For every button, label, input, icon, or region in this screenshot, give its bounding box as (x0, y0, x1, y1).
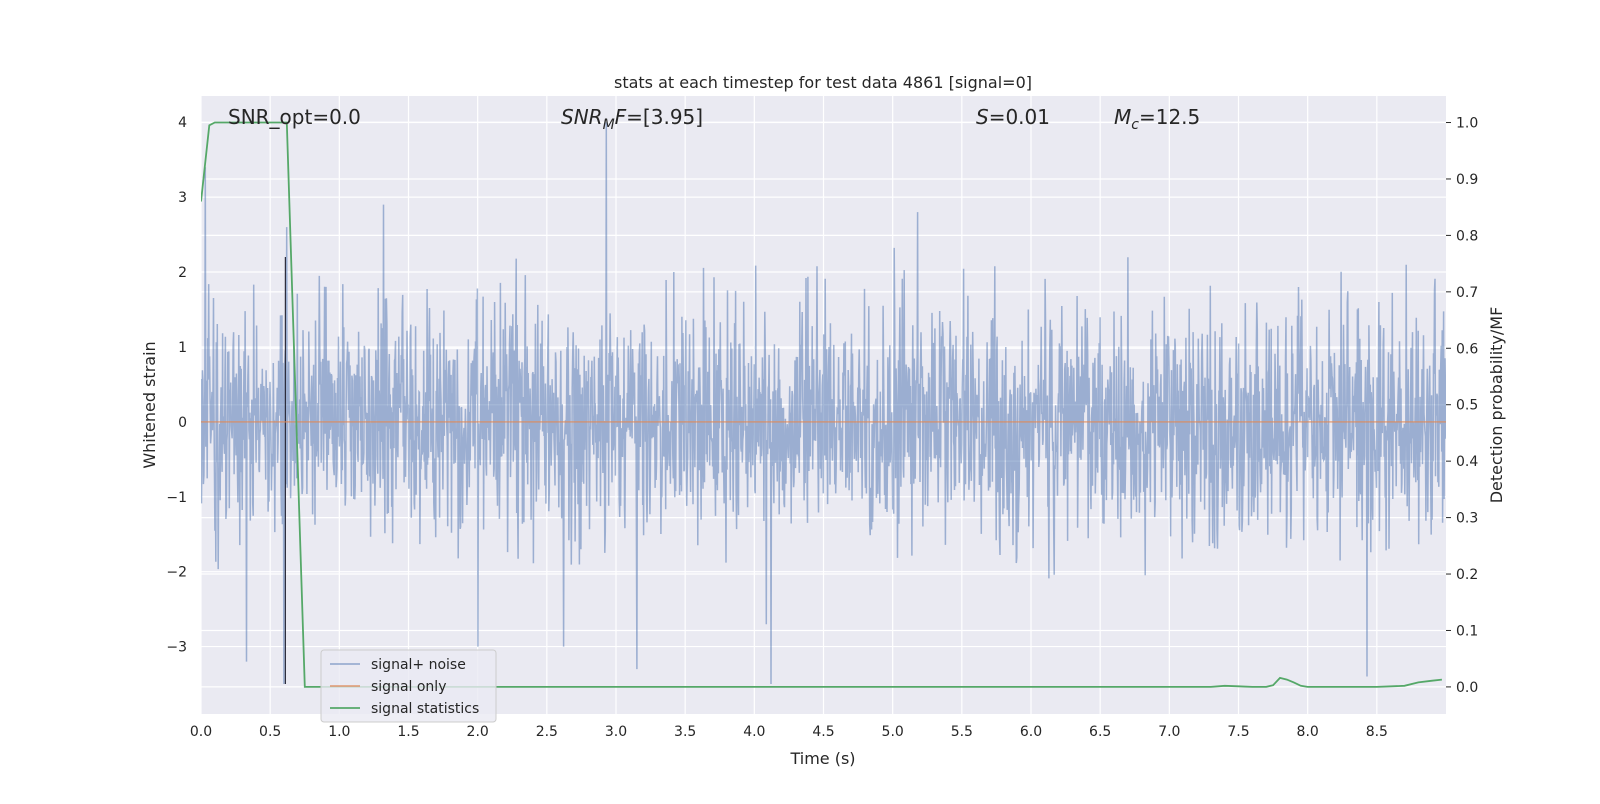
chart-title: stats at each timestep for test data 486… (614, 73, 1032, 92)
y2-axis-ticks: 1.0 0.9 0.8 0.7 0.6 0.5 0.4 0.3 0.2 0.1 0.0 (1446, 116, 1478, 696)
legend-label-signal-noise: signal+ noise (371, 657, 466, 673)
annotation-mc-symbol: M (1114, 105, 1131, 129)
y-axis-ticks: 4 3 2 1 0 −1 −2 −3 (166, 115, 187, 655)
y2-tick-label: 0.5 (1456, 398, 1478, 414)
y-axis-label: Whitened strain (140, 341, 159, 468)
annotation-snr-opt: SNR_opt=0.0 (228, 105, 361, 129)
y-tick-label: −1 (166, 490, 187, 506)
annotation-mc: Mc=12.5 (1114, 105, 1200, 133)
x-tick-label: 2.5 (536, 724, 558, 740)
x-tick-label: 0.0 (190, 724, 212, 740)
x-axis-label: Time (s) (789, 749, 855, 768)
noise-series (201, 122, 1446, 685)
legend: signal+ noise signal only signal statist… (320, 649, 497, 723)
x-tick-label: 8.5 (1366, 724, 1388, 740)
x-tick-label: 3.5 (674, 724, 696, 740)
y2-tick-label: 0.1 (1456, 623, 1478, 639)
x-tick-label: 3.0 (605, 724, 627, 740)
y2-tick-label: 0.4 (1456, 454, 1478, 470)
y2-axis-label: Detection probability/MF (1487, 307, 1506, 504)
x-tick-label: 2.0 (467, 724, 489, 740)
annotation-mc-value: =12.5 (1139, 105, 1200, 129)
y-tick-label: −3 (166, 640, 187, 656)
annotation-snr-mf-value: =[3.95] (626, 105, 703, 129)
x-tick-label: 0.5 (259, 724, 281, 740)
y2-tick-label: 0.7 (1456, 285, 1478, 301)
annotation-s-value: =0.01 (989, 105, 1050, 129)
y-tick-label: 1 (178, 340, 187, 356)
x-tick-label: 7.5 (1227, 724, 1249, 740)
annotation-mc-subscript: c (1131, 117, 1139, 133)
annotation-snr-mf: SNRMF=[3.95] (561, 105, 703, 133)
x-tick-label: 1.5 (397, 724, 419, 740)
y-tick-label: 3 (178, 190, 187, 206)
y2-tick-label: 0.2 (1456, 567, 1478, 583)
x-tick-label: 5.5 (951, 724, 973, 740)
y2-tick-label: 0.9 (1456, 172, 1478, 188)
legend-box (320, 649, 497, 723)
x-tick-label: 6.0 (1020, 724, 1042, 740)
y2-tick-label: 0.3 (1456, 511, 1478, 527)
y2-tick-label: 0.0 (1456, 680, 1478, 696)
annotation-snr-mf-symbol2: F (615, 105, 627, 129)
x-axis-ticks: 0.0 0.5 1.0 1.5 2.0 2.5 3.0 3.5 4.0 4.5 5.0 5.5 6.0 6… (190, 724, 1388, 740)
signal-statistics-series (201, 121, 1443, 688)
x-tick-label: 4.0 (743, 724, 765, 740)
x-tick-label: 7.0 (1158, 724, 1180, 740)
y-tick-label: −2 (166, 565, 187, 581)
legend-label-signal-statistics: signal statistics (371, 701, 479, 717)
series-line-signal-noise (201, 122, 1446, 685)
x-tick-label: 4.5 (812, 724, 834, 740)
legend-label-signal-only: signal only (371, 679, 446, 695)
annotation-s-symbol: S (976, 105, 989, 129)
x-tick-label: 1.0 (328, 724, 350, 740)
y2-tick-label: 1.0 (1456, 116, 1478, 132)
x-tick-label: 5.0 (882, 724, 904, 740)
x-tick-label: 6.5 (1089, 724, 1111, 740)
annotation-s: S=0.01 (976, 105, 1050, 129)
y2-tick-label: 0.8 (1456, 228, 1478, 244)
y-tick-label: 0 (178, 415, 187, 431)
series-line-signal-statistics (201, 121, 1443, 688)
annotation-snr-mf-subscript: M (603, 117, 615, 133)
y2-tick-label: 0.6 (1456, 341, 1478, 357)
y-tick-label: 2 (178, 265, 187, 281)
x-tick-label: 8.0 (1297, 724, 1319, 740)
y-tick-label: 4 (178, 115, 187, 131)
annotation-snr-mf-symbol: SNR (561, 105, 603, 129)
